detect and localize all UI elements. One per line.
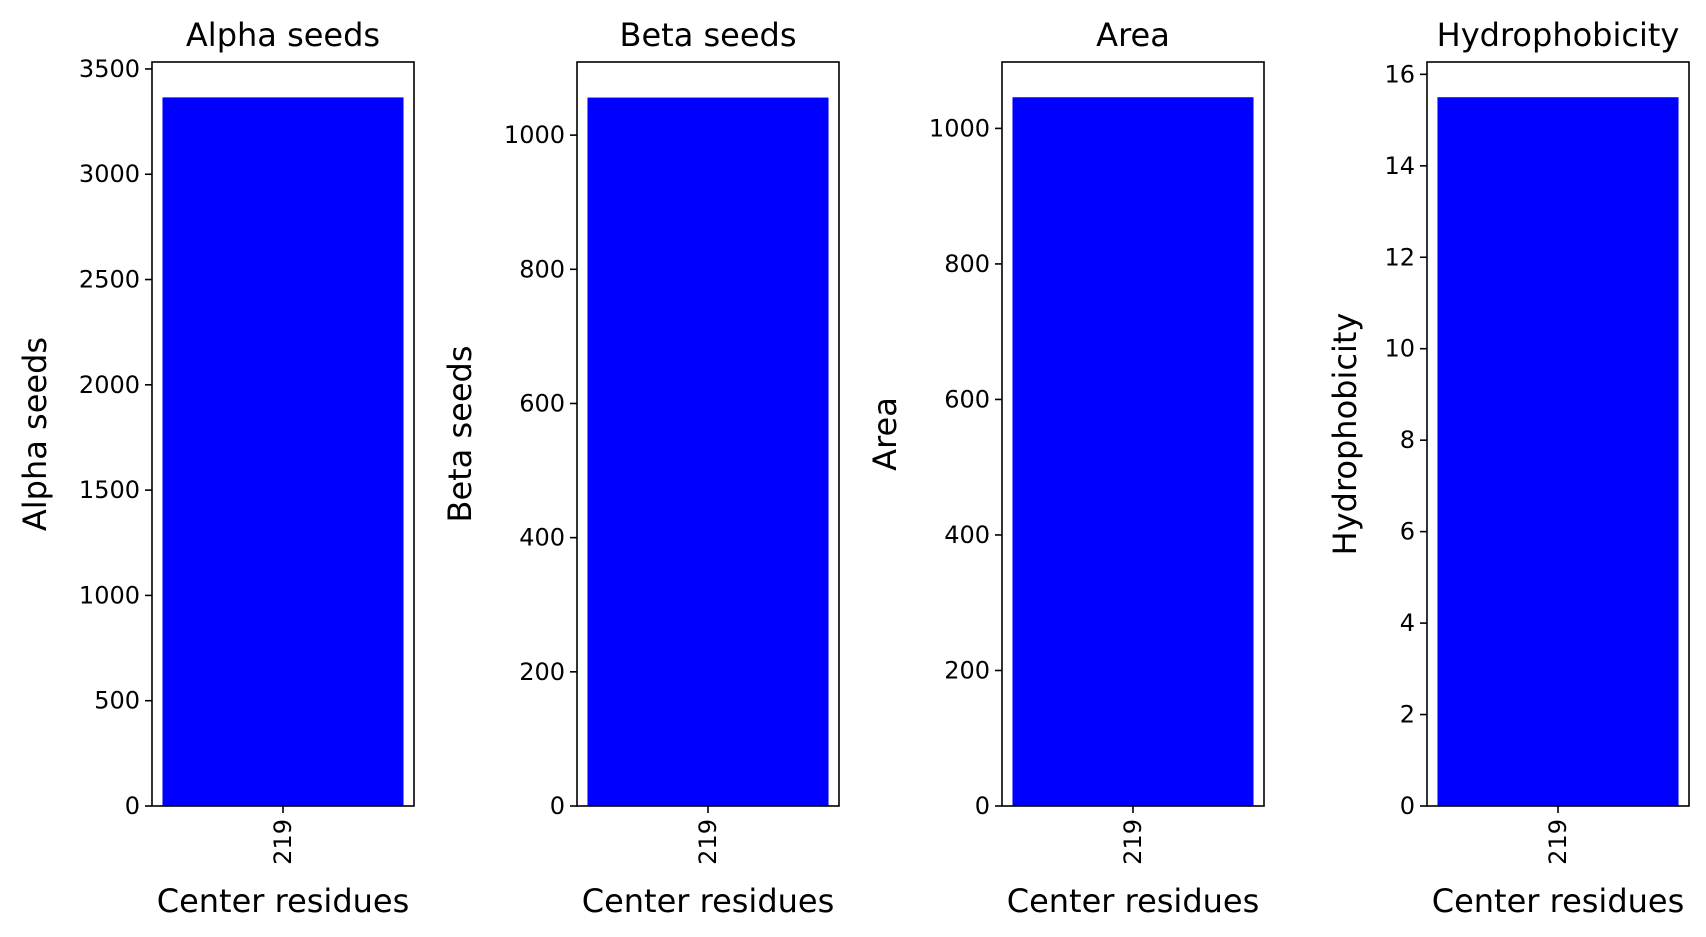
panel-alpha-seeds: Alpha seeds Center residues Alpha seeds … xyxy=(16,16,415,920)
y-tick-label: 2500 xyxy=(79,266,140,294)
y-tick-label: 14 xyxy=(1384,152,1415,180)
x-tick-label: 219 xyxy=(694,819,722,865)
y-axis-label: Area xyxy=(866,397,904,471)
bar xyxy=(1437,97,1679,806)
y-tick-label: 12 xyxy=(1384,243,1415,271)
y-tick-label: 3500 xyxy=(79,55,140,83)
panel-area: Area Center residues Area 219 0 200 400 600 8… xyxy=(866,16,1265,920)
y-tick-label: 0 xyxy=(125,792,140,820)
chart-title: Beta seeds xyxy=(620,16,797,54)
axes-frame xyxy=(1001,61,1265,807)
y-tick-label: 600 xyxy=(944,385,990,413)
x-axis-label: Center residues xyxy=(1432,882,1685,920)
chart-title: Hydrophobicity xyxy=(1437,16,1680,54)
bar xyxy=(162,97,404,807)
y-axis-label: Beta seeds xyxy=(441,346,479,523)
y-tick-label: 3000 xyxy=(79,160,140,188)
y-tick-label: 16 xyxy=(1384,60,1415,88)
y-tick-label: 2000 xyxy=(79,371,140,399)
y-axis-label: Hydrophobicity xyxy=(1326,313,1364,556)
axes-frame xyxy=(576,61,840,807)
y-axis-label: Alpha seeds xyxy=(16,337,54,531)
y-tick-label: 0 xyxy=(975,792,990,820)
x-axis-label: Center residues xyxy=(1007,882,1260,920)
y-tick-label: 200 xyxy=(944,656,990,684)
axes-frame xyxy=(1426,61,1690,807)
bar xyxy=(587,97,829,807)
x-tick-label: 219 xyxy=(269,819,297,865)
x-axis-label: Center residues xyxy=(582,882,835,920)
x-axis-label: Center residues xyxy=(157,882,410,920)
y-tick-label: 600 xyxy=(519,389,565,417)
panel-hydrophobicity: Hydrophobicity Center residues Hydrophob… xyxy=(1326,16,1690,920)
chart-title: Area xyxy=(1096,16,1170,54)
y-tick-label: 200 xyxy=(519,658,565,686)
y-tick-label: 400 xyxy=(519,524,565,552)
y-tick-label: 0 xyxy=(550,792,565,820)
panel-beta-seeds: Beta seeds Center residues Beta seeds 21… xyxy=(441,16,840,920)
y-tick-label: 1000 xyxy=(79,581,140,609)
y-tick-label: 4 xyxy=(1400,609,1415,637)
y-tick-label: 1000 xyxy=(504,121,565,149)
y-tick-label: 1000 xyxy=(929,114,990,142)
x-tick-label: 219 xyxy=(1544,819,1572,865)
y-tick-label: 400 xyxy=(944,521,990,549)
y-tick-label: 0 xyxy=(1400,792,1415,820)
y-tick-label: 8 xyxy=(1400,426,1415,454)
y-tick-label: 2 xyxy=(1400,701,1415,729)
axes-frame xyxy=(151,61,415,807)
x-tick-label: 219 xyxy=(1119,819,1147,865)
y-tick-label: 500 xyxy=(94,687,140,715)
y-tick-label: 800 xyxy=(944,250,990,278)
y-tick-label: 10 xyxy=(1384,335,1415,363)
y-tick-label: 800 xyxy=(519,255,565,283)
y-tick-label: 6 xyxy=(1400,518,1415,546)
y-tick-label: 1500 xyxy=(79,476,140,504)
bar xyxy=(1012,97,1254,806)
chart-title: Alpha seeds xyxy=(186,16,380,54)
